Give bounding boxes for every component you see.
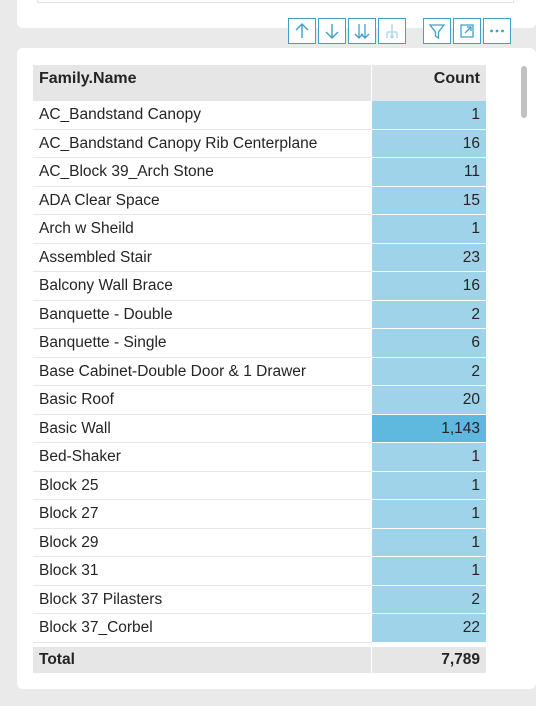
vertical-scrollbar[interactable] xyxy=(521,66,527,118)
family-name-cell: AC_Bandstand Canopy Rib Centerplane xyxy=(33,130,372,158)
family-name-cell: Bed-Shaker xyxy=(33,443,372,472)
column-header-family-name[interactable]: Family.Name xyxy=(33,65,372,101)
data-table: Family.Name Count AC_Bandstand Canopy 1 AC… xyxy=(33,65,486,673)
family-name-cell: Assembled Stair xyxy=(33,244,372,272)
more-options-button[interactable] xyxy=(483,18,511,44)
count-cell: 2 xyxy=(372,300,486,329)
table-row[interactable]: Block 37 Pilasters 2 xyxy=(33,585,486,614)
count-cell: 1 xyxy=(372,471,486,500)
count-cell: 1,143 xyxy=(372,414,486,443)
previous-visual-frame xyxy=(37,0,514,3)
table-row[interactable]: Basic Roof 20 xyxy=(33,386,486,415)
total-label: Total xyxy=(33,647,372,673)
table-row[interactable]: Banquette - Single 6 xyxy=(33,329,486,358)
fork-down-icon xyxy=(386,24,398,39)
family-name-cell: Block 37 Pilasters xyxy=(33,586,372,614)
count-cell: 1 xyxy=(372,500,486,529)
family-name-cell: Base Cabinet-Double Door & 1 Drawer xyxy=(33,358,372,386)
table-row[interactable]: Block 25 1 xyxy=(33,471,486,500)
table-row[interactable]: Block 29 1 xyxy=(33,528,486,557)
table-row[interactable]: Block 31 1 xyxy=(33,557,486,586)
count-cell: 1 xyxy=(372,215,486,244)
table-row[interactable]: Base Cabinet-Double Door & 1 Drawer 2 xyxy=(33,357,486,386)
table-row[interactable]: AC_Block 39_Arch Stone 11 xyxy=(33,158,486,187)
table-row[interactable]: Banquette - Double 2 xyxy=(33,300,486,329)
expand-all-down-button[interactable] xyxy=(348,18,376,44)
filter-icon xyxy=(428,24,446,40)
table-row[interactable]: Balcony Wall Brace 16 xyxy=(33,272,486,301)
table-body: AC_Bandstand Canopy 1 AC_Bandstand Canopy … xyxy=(33,101,486,643)
table-row[interactable]: Arch w Sheild 1 xyxy=(33,215,486,244)
family-name-cell: Banquette - Double xyxy=(33,301,372,329)
family-name-cell: AC_Bandstand Canopy xyxy=(33,101,372,130)
count-cell: 20 xyxy=(372,386,486,415)
family-name-cell: AC_Block 39_Arch Stone xyxy=(33,158,372,187)
count-cell: 23 xyxy=(372,243,486,272)
count-cell: 1 xyxy=(372,528,486,557)
count-cell: 1 xyxy=(372,101,486,130)
family-name-cell: ADA Clear Space xyxy=(33,187,372,215)
expand-hierarchy-button[interactable] xyxy=(378,18,406,44)
count-cell: 16 xyxy=(372,129,486,158)
family-name-cell: Block 25 xyxy=(33,472,372,500)
drill-down-button[interactable] xyxy=(318,18,346,44)
table-row[interactable]: AC_Bandstand Canopy Rib Centerplane 16 xyxy=(33,129,486,158)
count-cell: 6 xyxy=(372,329,486,358)
count-cell: 1 xyxy=(372,557,486,586)
family-name-cell: Block 37_Corbel xyxy=(33,614,372,643)
double-arrow-down-icon xyxy=(354,24,370,39)
family-name-cell: Arch w Sheild xyxy=(33,215,372,244)
column-header-count[interactable]: Count xyxy=(433,70,480,87)
filter-button[interactable] xyxy=(423,18,451,44)
table-row[interactable]: AC_Bandstand Canopy 1 xyxy=(33,101,486,130)
family-name-cell: Block 29 xyxy=(33,529,372,557)
family-name-cell: Block 31 xyxy=(33,557,372,586)
table-row[interactable]: ADA Clear Space 15 xyxy=(33,186,486,215)
table-row[interactable]: Basic Wall 1,143 xyxy=(33,414,486,443)
table-row[interactable]: Block 27 1 xyxy=(33,500,486,529)
visual-header-toolbar xyxy=(288,18,511,46)
count-cell: 16 xyxy=(372,272,486,301)
family-name-cell: Basic Wall xyxy=(33,415,372,443)
count-cell: 1 xyxy=(372,443,486,472)
count-cell: 11 xyxy=(372,158,486,187)
family-name-cell: Basic Roof xyxy=(33,386,372,415)
previous-visual-card xyxy=(17,0,536,28)
count-cell: 22 xyxy=(372,614,486,643)
table-row[interactable]: Bed-Shaker 1 xyxy=(33,443,486,472)
family-name-cell: Balcony Wall Brace xyxy=(33,272,372,301)
family-name-cell: Banquette - Single xyxy=(33,329,372,358)
count-cell: 2 xyxy=(372,357,486,386)
count-cell: 2 xyxy=(372,585,486,614)
table-header: Family.Name Count xyxy=(33,65,486,101)
count-cell: 15 xyxy=(372,186,486,215)
total-row: Total 7,789 xyxy=(33,647,486,673)
ellipsis-icon xyxy=(490,29,504,33)
arrow-up-icon xyxy=(295,23,309,38)
table-row[interactable]: Assembled Stair 23 xyxy=(33,243,486,272)
focus-mode-button[interactable] xyxy=(453,18,481,44)
drill-up-button[interactable] xyxy=(288,18,316,44)
table-visual-card: Family.Name Count AC_Bandstand Canopy 1 AC… xyxy=(17,48,536,689)
toolbar-spacer xyxy=(408,18,421,46)
table-row[interactable]: Block 37_Corbel 22 xyxy=(33,614,486,643)
total-count: 7,789 xyxy=(441,651,480,668)
focus-icon xyxy=(460,24,474,38)
family-name-cell: Block 27 xyxy=(33,500,372,529)
arrow-down-icon xyxy=(325,24,339,39)
